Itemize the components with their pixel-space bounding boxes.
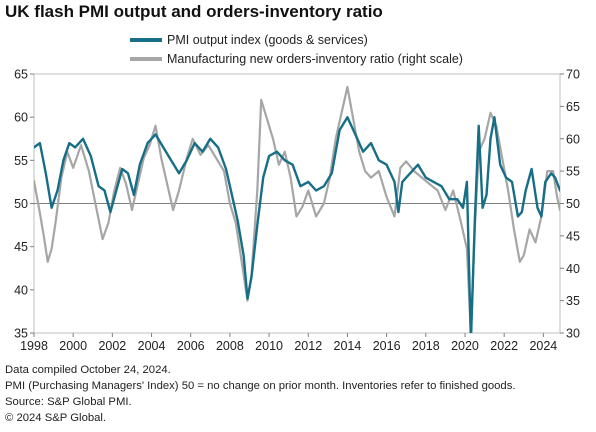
x-tick-label: 2022 bbox=[490, 339, 518, 353]
left-tick-label: 35 bbox=[14, 327, 28, 341]
left-tick-label: 55 bbox=[14, 154, 28, 168]
left-tick-label: 45 bbox=[14, 240, 28, 254]
x-tick-label: 2006 bbox=[177, 339, 205, 353]
legend-label-pmi: PMI output index (goods & services) bbox=[167, 32, 368, 47]
chart-legend: PMI output index (goods & services) Manu… bbox=[130, 30, 463, 68]
right-tick-label: 45 bbox=[566, 229, 580, 243]
chart-title: UK flash PMI output and orders-inventory… bbox=[5, 2, 383, 21]
footnote-compiled: Data compiled October 24, 2024. bbox=[5, 364, 171, 376]
x-tick-label: 2024 bbox=[529, 339, 557, 353]
x-tick-label: 2012 bbox=[294, 339, 322, 353]
legend-swatch-ratio bbox=[130, 56, 162, 61]
left-tick-label: 65 bbox=[14, 68, 28, 82]
footnote-copyright: © 2024 S&P Global. bbox=[5, 412, 107, 424]
x-tick-label: 1998 bbox=[20, 339, 48, 353]
x-tick-label: 2016 bbox=[373, 339, 401, 353]
left-tick-label: 50 bbox=[14, 197, 28, 211]
left-tick-label: 40 bbox=[14, 283, 28, 297]
right-tick-label: 55 bbox=[566, 165, 580, 179]
x-tick-label: 2020 bbox=[451, 339, 479, 353]
right-tick-label: 30 bbox=[566, 327, 580, 341]
legend-item-pmi: PMI output index (goods & services) bbox=[130, 30, 463, 49]
legend-label-ratio: Manufacturing new orders-inventory ratio… bbox=[167, 51, 463, 66]
legend-item-ratio: Manufacturing new orders-inventory ratio… bbox=[130, 49, 463, 68]
x-tick-label: 2018 bbox=[412, 339, 440, 353]
footnote-source: Source: S&P Global PMI. bbox=[5, 396, 132, 408]
x-tick-label: 2000 bbox=[59, 339, 87, 353]
x-tick-label: 2002 bbox=[98, 339, 126, 353]
right-tick-label: 70 bbox=[566, 68, 580, 82]
x-tick-label: 2004 bbox=[138, 339, 166, 353]
right-tick-label: 35 bbox=[566, 294, 580, 308]
x-tick-label: 2008 bbox=[216, 339, 244, 353]
footnotes: Data compiled October 24, 2024. PMI (Pur… bbox=[5, 362, 516, 426]
x-tick-label: 2014 bbox=[334, 339, 362, 353]
series-line-pmi-output bbox=[34, 115, 560, 333]
right-tick-label: 65 bbox=[566, 100, 580, 114]
right-tick-label: 60 bbox=[566, 132, 580, 146]
legend-swatch-pmi bbox=[130, 37, 162, 42]
left-tick-label: 60 bbox=[14, 111, 28, 125]
right-tick-label: 50 bbox=[566, 197, 580, 211]
right-tick-label: 40 bbox=[566, 262, 580, 276]
footnote-note: PMI (Purchasing Managers' Index) 50 = no… bbox=[5, 380, 516, 392]
x-tick-label: 2010 bbox=[255, 339, 283, 353]
series-line-orders-inventory-ratio bbox=[34, 85, 560, 333]
